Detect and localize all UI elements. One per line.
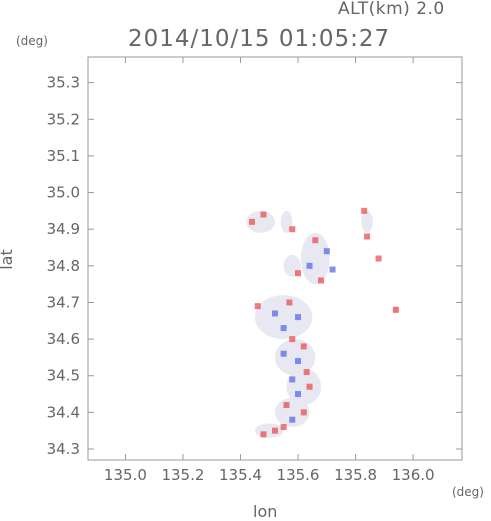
echo-cell-0 <box>248 218 255 225</box>
x-ticks: 135.0 135.2 135.4 135.6 135.8 136.0 <box>104 57 435 484</box>
echo-cell-11 <box>375 255 382 262</box>
echo-cell-27 <box>300 409 307 416</box>
plot-frame <box>87 56 463 461</box>
echo-cell-2 <box>289 226 296 233</box>
y-unit-label: (deg) <box>16 34 48 48</box>
altitude-label: ALT(km) 2.0 <box>338 0 445 19</box>
echo-cell-29 <box>272 427 278 434</box>
echo-cell-1 <box>260 211 267 218</box>
x-tick-label-3: 135.6 <box>277 466 320 484</box>
echo-cell-22 <box>303 369 310 376</box>
y-tick-label-5: 34.8 <box>47 257 80 275</box>
x-tick-label-5: 136.0 <box>392 466 435 484</box>
x-unit-label: (deg) <box>452 485 484 499</box>
echo-cell-23 <box>289 376 296 383</box>
y-tick-label-9: 35.2 <box>47 110 80 128</box>
echo-region-8 <box>254 423 284 439</box>
y-tick-label-4: 34.7 <box>47 293 80 311</box>
y-ticks: 34.3 34.4 34.5 34.6 34.7 34.8 34.9 35.0 35.1 35.2… <box>47 74 462 458</box>
x-tick-label-4: 135.8 <box>334 466 377 484</box>
cell-layer <box>248 207 399 438</box>
echo-cell-18 <box>289 336 296 343</box>
y-tick-label-2: 34.5 <box>47 367 80 385</box>
echo-layer <box>246 210 399 439</box>
timestamp-title: 2014/10/15 01:05:27 <box>128 26 391 52</box>
echo-cell-19 <box>300 343 307 350</box>
echo-cell-25 <box>295 391 302 398</box>
echo-cell-10 <box>364 233 371 240</box>
y-tick-label-10: 35.3 <box>47 74 80 92</box>
echo-cell-30 <box>260 431 267 438</box>
x-tick-label-0: 135.0 <box>104 466 147 484</box>
y-tick-label-3: 34.6 <box>47 330 80 348</box>
echo-cell-14 <box>272 310 278 317</box>
x-tick-label-2: 135.4 <box>219 466 262 484</box>
echo-region-9 <box>361 210 373 233</box>
echo-cell-8 <box>329 266 336 273</box>
echo-cell-5 <box>306 262 313 269</box>
echo-cell-16 <box>295 314 302 321</box>
echo-cell-24 <box>306 383 313 390</box>
echo-cell-20 <box>280 350 287 357</box>
echo-cell-28 <box>289 416 296 423</box>
echo-cell-9 <box>361 207 368 214</box>
y-tick-label-0: 34.3 <box>47 440 80 458</box>
echo-cell-7 <box>318 277 325 284</box>
echo-region-0 <box>246 210 275 233</box>
echo-region-4 <box>254 295 313 340</box>
echo-cell-6 <box>295 270 302 277</box>
echo-cell-3 <box>312 237 319 244</box>
y-tick-label-8: 35.1 <box>47 147 80 165</box>
echo-cell-4 <box>323 248 330 255</box>
echo-cell-31 <box>280 424 287 431</box>
echo-cell-17 <box>280 325 287 332</box>
echo-cell-21 <box>295 358 302 365</box>
y-tick-label-7: 35.0 <box>47 184 80 202</box>
x-tick-label-1: 135.2 <box>161 466 204 484</box>
echo-cell-13 <box>254 303 261 310</box>
x-axis-label: lon <box>253 502 278 521</box>
y-tick-label-1: 34.4 <box>47 403 80 421</box>
y-tick-label-6: 34.9 <box>47 220 80 238</box>
echo-cell-26 <box>283 402 290 409</box>
echo-cell-12 <box>392 306 399 313</box>
echo-region-2 <box>300 232 330 285</box>
echo-cell-15 <box>286 299 293 306</box>
